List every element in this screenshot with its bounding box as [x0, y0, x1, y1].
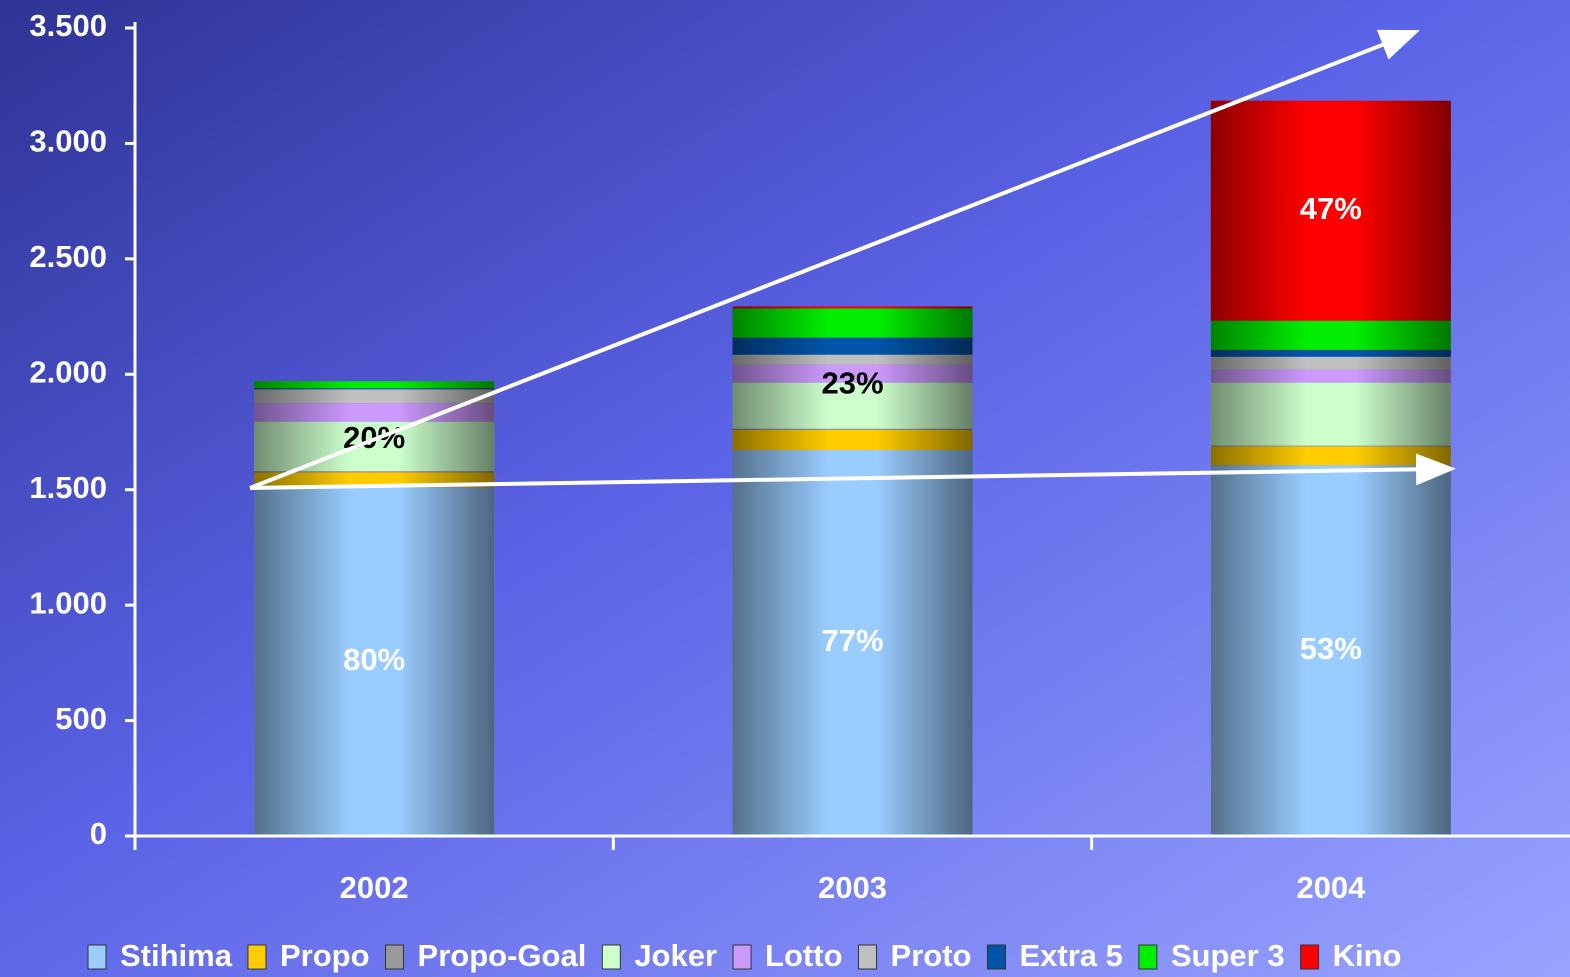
legend-label: Lotto [765, 938, 842, 973]
legend-label: Joker [634, 938, 717, 973]
arrow [249, 453, 1456, 490]
legend-label: Propo [280, 938, 370, 973]
legend-label: Extra 5 [1019, 938, 1122, 973]
x-tick-label: 2003 [818, 870, 887, 905]
y-tick-label: 3.000 [29, 124, 107, 159]
x-tick-label: 2002 [340, 870, 409, 905]
legend-label: Kino [1333, 938, 1402, 973]
legend-swatch [1138, 944, 1158, 970]
x-tick-label: 2004 [1296, 870, 1366, 905]
y-tick-label: 3.500 [29, 8, 107, 43]
legend-swatch [1300, 944, 1320, 970]
y-tick-label: 2.000 [29, 354, 107, 389]
share-label: 80% [343, 642, 405, 677]
y-tick-label: 1.000 [29, 585, 107, 620]
legend-label: Proto [891, 938, 972, 973]
legend-swatch [87, 944, 107, 970]
y-tick-label: 1.500 [29, 470, 107, 505]
bar-shade [732, 306, 973, 837]
y-tick-label: 2.500 [29, 239, 107, 274]
y-tick-label: 0 [90, 816, 107, 851]
share-label: 77% [821, 623, 883, 658]
legend-label: Super 3 [1171, 938, 1285, 973]
trend-arrows [249, 29, 1456, 490]
legend-label: Stihima [120, 938, 233, 973]
legend-swatch [247, 944, 267, 970]
legend-swatch [858, 944, 878, 970]
legend-swatch [385, 944, 405, 970]
share-label: 53% [1300, 631, 1362, 666]
share-label: 23% [821, 366, 883, 401]
y-tick-label: 500 [55, 701, 107, 736]
legend-swatch [986, 944, 1006, 970]
share-label: 47% [1300, 191, 1362, 226]
legend-swatch [601, 944, 621, 970]
legend-swatch [732, 944, 752, 970]
bar-shade [254, 381, 495, 836]
legend-label: Propo-Goal [418, 938, 587, 973]
arrow [249, 29, 1420, 490]
plot: 05001.0001.5002.0002.5003.0003.50080%20%… [29, 8, 1570, 905]
legend: Stihima Propo Propo-Goal Joker Lotto Proto Ext… [87, 938, 1402, 973]
